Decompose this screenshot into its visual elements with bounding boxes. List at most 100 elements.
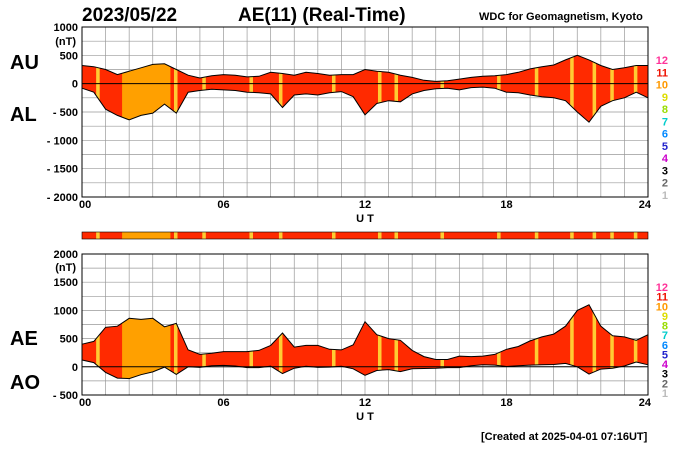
x-axis-label: U T (356, 411, 374, 423)
legend-level-label: 10 (656, 301, 668, 313)
plot-frame (81, 253, 649, 396)
y-tick-label: - 2000 (47, 192, 78, 204)
activity-bar-frame (81, 231, 649, 240)
fill-highlight (633, 304, 638, 379)
legend-level-label: 4 (662, 153, 669, 165)
au-label: AU (10, 52, 39, 74)
y-tick-label: 1500 (54, 277, 78, 289)
y-tick-label: 1000 (54, 22, 78, 34)
fill-highlight (173, 304, 178, 379)
y-tick-label: - 500 (53, 107, 78, 119)
unit-label: (nT) (55, 262, 76, 274)
x-tick-label: 12 (359, 397, 371, 409)
legend-level-label: 8 (662, 104, 668, 116)
page-title: AE(11) (Real-Time) (238, 5, 406, 26)
x-tick-label: 06 (217, 199, 229, 211)
fill-highlight (278, 55, 283, 123)
ao-label: AO (10, 372, 40, 394)
legend-level-label: 7 (662, 116, 668, 128)
activity-bar-highlight (570, 232, 574, 239)
created-timestamp: [Created at 2025-04-01 07:16UT] (481, 431, 648, 443)
fill-highlight (534, 55, 539, 123)
activity-bar-highlight (331, 232, 336, 239)
legend-level-label: 4 (662, 359, 669, 371)
legend-level-label: 1 (662, 190, 668, 202)
activity-bar-highlight (377, 232, 382, 239)
fill-highlight (592, 55, 597, 123)
y-tick-label: - 500 (53, 390, 78, 402)
legend-level-label: 1 (662, 388, 668, 400)
legend-level-label: 11 (656, 292, 668, 304)
fill-highlight (96, 304, 100, 379)
fill-highlight (202, 55, 206, 123)
fill-highlight (592, 304, 597, 379)
series-line-upper (81, 54, 648, 82)
series-line-lower (81, 359, 649, 380)
activity-bar (82, 232, 648, 239)
legend-level-label: 12 (656, 282, 668, 294)
fill-highlight (278, 304, 283, 379)
activity-bar-highlight (278, 232, 283, 239)
legend-level-label: 2 (662, 378, 668, 390)
fill-highlight (497, 55, 501, 123)
fill-highlight (394, 304, 399, 379)
legend-level-label: 9 (662, 311, 668, 323)
activity-bar-highlight (534, 232, 539, 239)
y-tick-label: 1000 (54, 305, 78, 317)
activity-bar-highlight (394, 232, 399, 239)
activity-bar-highlight (202, 232, 206, 239)
series-line-lower (81, 86, 649, 123)
activity-bar-highlight (610, 232, 614, 239)
y-tick-label: - 1500 (47, 164, 78, 176)
y-tick-label: 0 (72, 79, 78, 91)
activity-bar-highlight (249, 232, 253, 239)
legend-level-label: 7 (662, 330, 668, 342)
legend-level-label: 2 (662, 178, 668, 190)
fill-highlight (610, 304, 614, 379)
activity-bar-highlight (440, 232, 445, 239)
fill-highlight (96, 55, 100, 123)
legend-level-label: 5 (662, 349, 668, 361)
legend-level-label: 9 (662, 92, 668, 104)
al-label: AL (10, 104, 37, 126)
x-axis-label: U T (356, 213, 374, 225)
fill-highlight (534, 304, 539, 379)
fill-highlight (610, 55, 614, 123)
x-tick-label: 00 (79, 397, 91, 409)
series-line-upper (81, 304, 649, 360)
fill-highlight (377, 304, 382, 379)
legend-level-label: 12 (656, 55, 668, 67)
x-tick-label: 24 (639, 397, 652, 409)
fill-highlight (633, 55, 638, 123)
y-tick-label: 0 (72, 362, 78, 374)
institution-label: WDC for Geomagnetism, Kyoto (479, 11, 643, 23)
x-tick-label: 24 (639, 199, 652, 211)
x-tick-label: 18 (500, 199, 512, 211)
legend-level-label: 6 (662, 129, 668, 141)
legend-level-label: 10 (656, 80, 668, 92)
activity-bar-highlight (497, 232, 501, 239)
activity-bar-highlight (592, 232, 597, 239)
fill-highlight (331, 55, 336, 123)
x-tick-label: 00 (79, 199, 91, 211)
y-tick-label: 2000 (54, 249, 78, 261)
fill-highlight (394, 55, 399, 123)
fill-highlight (377, 55, 382, 123)
fill-highlight (570, 304, 574, 379)
x-tick-label: 06 (217, 397, 229, 409)
unit-label: (nT) (55, 36, 76, 48)
activity-bar-low (122, 232, 171, 239)
fill-highlight (570, 55, 574, 123)
y-tick-label: - 1000 (47, 135, 78, 147)
legend-level-label: 8 (662, 321, 668, 333)
activity-bar-highlight (173, 232, 178, 239)
x-tick-label: 12 (359, 199, 371, 211)
plot-frame (81, 26, 649, 198)
activity-bar-highlight (633, 232, 638, 239)
legend-level-label: 11 (656, 67, 668, 79)
legend-level-label: 3 (662, 165, 668, 177)
y-tick-label: 500 (60, 334, 78, 346)
ae-label: AE (10, 328, 38, 350)
fill-highlight (173, 55, 178, 123)
